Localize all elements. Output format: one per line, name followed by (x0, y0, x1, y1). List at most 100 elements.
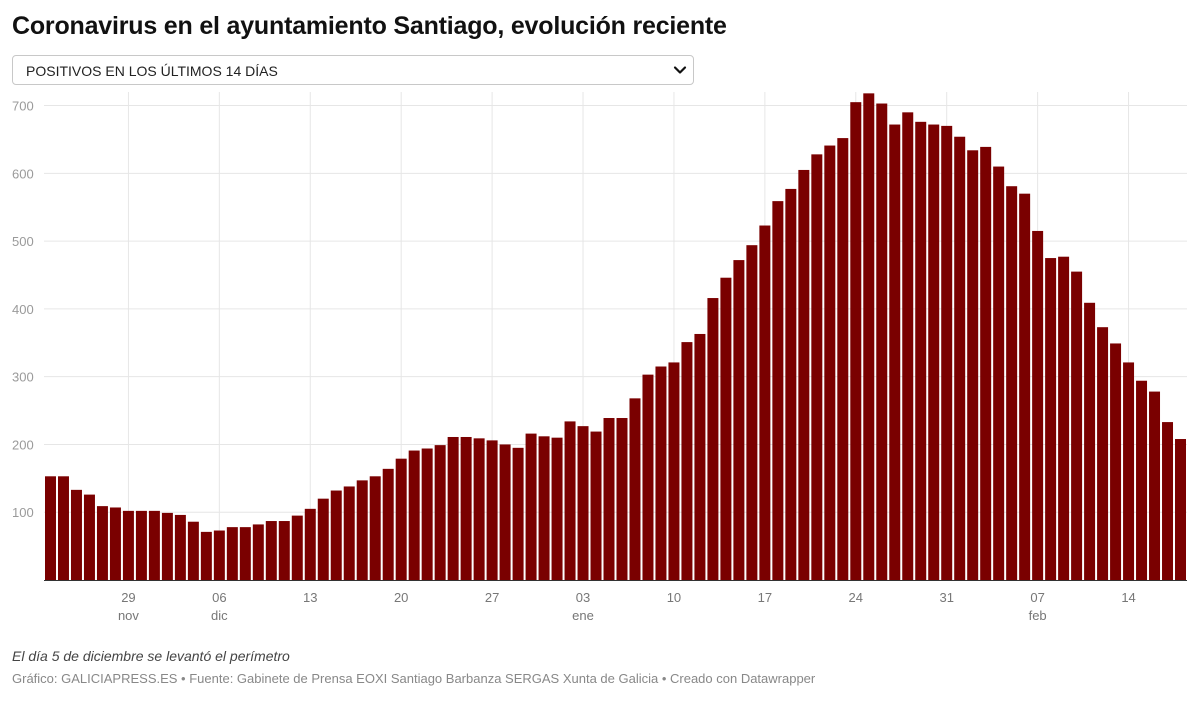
bar[interactable] (772, 201, 784, 580)
bar[interactable] (226, 527, 238, 580)
bar[interactable] (1019, 193, 1031, 580)
bar[interactable] (694, 333, 706, 580)
bar[interactable] (512, 447, 524, 580)
y-tick-label: 300 (12, 370, 34, 385)
bar[interactable] (668, 362, 680, 580)
bar[interactable] (1071, 271, 1083, 580)
bar[interactable] (1149, 391, 1161, 580)
bar[interactable] (174, 514, 186, 580)
bar[interactable] (655, 366, 667, 581)
bar[interactable] (720, 277, 732, 580)
chart-bars (45, 93, 1186, 581)
bar[interactable] (681, 342, 693, 580)
y-tick-label: 100 (12, 505, 34, 520)
bar[interactable] (850, 102, 862, 581)
bar[interactable] (135, 510, 147, 580)
bar[interactable] (603, 418, 615, 580)
bar[interactable] (876, 103, 888, 581)
bar[interactable] (759, 225, 771, 580)
bar[interactable] (954, 136, 966, 580)
bar[interactable] (1097, 327, 1109, 580)
bar[interactable] (122, 510, 134, 580)
bar[interactable] (928, 124, 940, 581)
bar[interactable] (239, 527, 251, 580)
bar[interactable] (824, 145, 836, 581)
bar[interactable] (889, 124, 901, 581)
bar[interactable] (967, 150, 979, 580)
bar[interactable] (395, 458, 407, 580)
bar[interactable] (798, 169, 810, 580)
bar[interactable] (57, 476, 69, 580)
bar[interactable] (980, 146, 992, 580)
bar[interactable] (382, 468, 394, 580)
bar[interactable] (486, 440, 498, 580)
bar[interactable] (538, 436, 550, 580)
bar[interactable] (330, 490, 342, 580)
bar[interactable] (213, 530, 225, 580)
bar[interactable] (304, 508, 316, 580)
bar[interactable] (1032, 230, 1044, 580)
bar[interactable] (148, 510, 160, 580)
bar[interactable] (369, 476, 381, 580)
bar[interactable] (473, 438, 485, 580)
bar[interactable] (941, 125, 953, 580)
bar[interactable] (1110, 343, 1122, 580)
bar[interactable] (1045, 258, 1057, 580)
bar[interactable] (291, 515, 303, 580)
bar[interactable] (187, 521, 199, 580)
chevron-down-icon[interactable] (673, 63, 687, 77)
x-tick-month-label: feb (1029, 608, 1047, 623)
bar[interactable] (1136, 380, 1148, 580)
bar[interactable] (265, 521, 277, 580)
bar[interactable] (278, 521, 290, 580)
bar[interactable] (356, 480, 368, 580)
bar[interactable] (421, 448, 433, 580)
bar[interactable] (1006, 186, 1018, 580)
bar[interactable] (1058, 256, 1070, 580)
bar[interactable] (109, 507, 121, 580)
x-tick-label: 14 (1121, 590, 1135, 605)
bar[interactable] (1175, 439, 1186, 580)
metric-dropdown[interactable]: POSITIVOS EN LOS ÚLTIMOS 14 DÍAS (12, 55, 694, 85)
bar[interactable] (1123, 362, 1135, 580)
bar[interactable] (1084, 302, 1096, 580)
bar[interactable] (837, 138, 849, 580)
bar[interactable] (577, 426, 589, 580)
bar[interactable] (902, 112, 914, 580)
bar[interactable] (915, 121, 927, 581)
bar[interactable] (863, 93, 875, 580)
bar[interactable] (252, 524, 264, 580)
bar[interactable] (83, 494, 95, 580)
bar[interactable] (408, 450, 420, 580)
bar[interactable] (629, 398, 641, 580)
bar[interactable] (551, 437, 563, 580)
bar[interactable] (317, 498, 329, 580)
bar[interactable] (993, 166, 1005, 581)
x-tick-label: 31 (939, 590, 953, 605)
bar[interactable] (343, 486, 355, 580)
bar[interactable] (460, 436, 472, 580)
bar[interactable] (746, 245, 758, 580)
bar[interactable] (1162, 422, 1174, 580)
y-tick-label: 700 (12, 99, 34, 114)
x-tick-label: 29 (121, 590, 135, 605)
bar[interactable] (200, 531, 212, 580)
bar[interactable] (590, 431, 602, 580)
bar[interactable] (642, 374, 654, 580)
bar[interactable] (525, 433, 537, 580)
bar[interactable] (447, 436, 459, 580)
bar[interactable] (161, 512, 173, 580)
bar[interactable] (70, 489, 82, 580)
bar[interactable] (616, 418, 628, 580)
y-tick-label: 200 (12, 437, 34, 452)
bar[interactable] (785, 188, 797, 580)
bar[interactable] (96, 506, 108, 580)
bar[interactable] (45, 476, 56, 580)
bar[interactable] (707, 298, 719, 580)
bar[interactable] (499, 444, 511, 580)
bar[interactable] (564, 421, 576, 580)
bar[interactable] (811, 154, 823, 580)
chart-source: Gráfico: GALICIAPRESS.ES • Fuente: Gabin… (12, 671, 816, 686)
bar[interactable] (434, 445, 446, 580)
bar[interactable] (733, 260, 745, 580)
